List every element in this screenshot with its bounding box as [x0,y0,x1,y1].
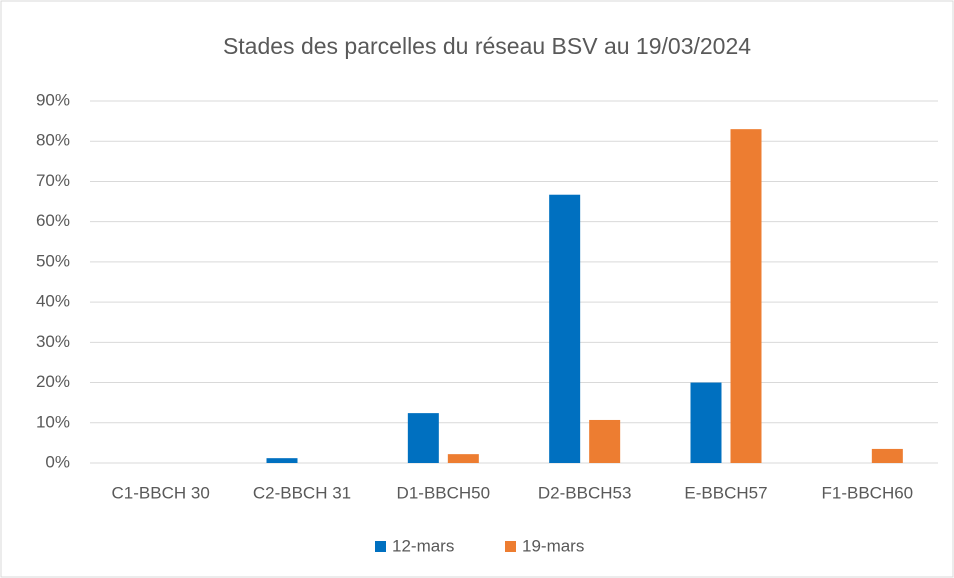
bar [871,448,903,463]
bar [266,458,298,463]
x-tick-label: F1-BBCH60 [822,483,914,502]
x-tick-label: C1-BBCH 30 [112,483,210,502]
x-tick-label: D2-BBCH53 [538,483,632,502]
bar [447,454,479,463]
legend-label: 12-mars [392,536,454,555]
bar [407,413,439,463]
y-tick-label: 30% [36,332,70,351]
bar [549,194,581,463]
y-tick-label: 50% [36,251,70,270]
x-tick-label: C2-BBCH 31 [253,483,351,502]
bar [730,129,762,463]
legend-label: 19-mars [522,536,584,555]
y-tick-label: 60% [36,211,70,230]
x-tick-label: E-BBCH57 [684,483,767,502]
y-tick-label: 20% [36,372,70,391]
y-tick-label: 70% [36,171,70,190]
y-tick-label: 10% [36,412,70,431]
y-tick-label: 80% [36,131,70,150]
bar [690,382,722,463]
y-tick-label: 90% [36,90,70,109]
bar [589,419,621,463]
legend-swatch [505,541,516,552]
y-tick-label: 0% [45,452,70,471]
chart-title: Stades des parcelles du réseau BSV au 19… [223,33,751,59]
x-tick-label: D1-BBCH50 [397,483,491,502]
legend-swatch [375,541,386,552]
y-tick-label: 40% [36,292,70,311]
